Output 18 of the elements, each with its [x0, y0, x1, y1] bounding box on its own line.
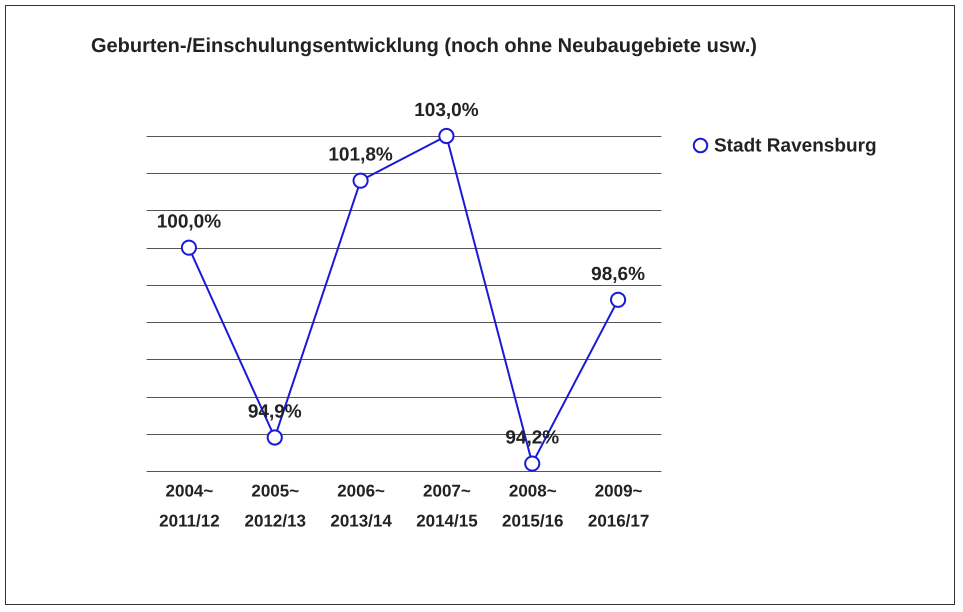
- point: [610, 292, 626, 308]
- point: [180, 240, 197, 256]
- x-tick-label: 2007~ 2014/15: [416, 482, 478, 530]
- x-tick-label: 2004~ 2011/12: [159, 482, 220, 530]
- legend-label: Stadt Ravensburg: [714, 136, 877, 156]
- x-tick-label: 2008~ 2015/16: [502, 482, 564, 530]
- x-tick-label: 2005~ 2012/13: [244, 482, 306, 530]
- point: [524, 456, 540, 472]
- x-tick-label: 2009~ 2016/17: [588, 482, 650, 530]
- point: [266, 429, 283, 446]
- data-label: 101,8%: [328, 144, 393, 166]
- chart-title: Geburten-/Einschulungsentwicklung (noch ohne Neubaugebiete usw.): [91, 35, 757, 57]
- point: [438, 128, 454, 144]
- data-label: 98,6%: [591, 264, 646, 285]
- point: [352, 172, 369, 189]
- data-label: 103,0%: [414, 100, 479, 121]
- data-label: 100,0%: [156, 212, 222, 233]
- x-tick-label: 2006~ 2013/14: [330, 482, 392, 530]
